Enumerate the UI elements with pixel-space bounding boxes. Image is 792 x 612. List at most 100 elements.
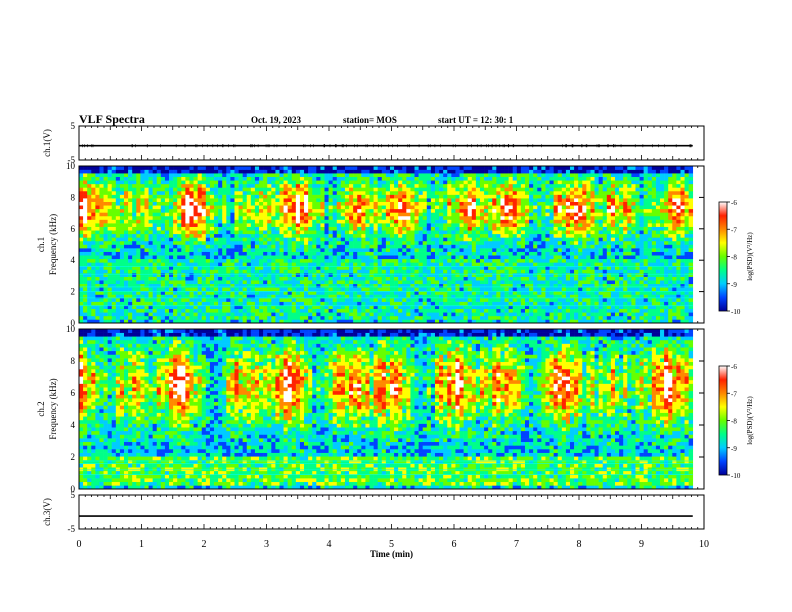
spectrogram-cell	[389, 301, 395, 306]
spectrogram-cell	[357, 233, 362, 238]
spectrogram-cell	[426, 166, 432, 170]
spectrogram-cell	[447, 233, 452, 238]
spectrogram-cell	[79, 248, 84, 252]
spectrogram-cell	[316, 273, 321, 277]
spectrogram-cell	[91, 183, 96, 188]
spectrogram-cell	[357, 173, 362, 178]
spectrogram-cell	[185, 166, 190, 170]
spectrogram-cell	[189, 219, 194, 224]
spectrogram-cell	[99, 183, 104, 188]
spectrogram-cell	[279, 305, 284, 310]
spectrogram-cell	[193, 315, 198, 320]
spectrogram-cell	[111, 269, 117, 274]
spectrogram-cell	[128, 219, 133, 224]
spectrogram-cell	[144, 183, 149, 188]
spectrogram-cell	[103, 248, 108, 252]
spectrogram-cell	[279, 198, 284, 202]
spectrogram-cell	[283, 233, 288, 238]
spectrogram-cell	[439, 301, 444, 306]
spectrogram-cell	[124, 187, 129, 192]
spectrogram-cell	[414, 201, 419, 206]
spectrogram-cell	[132, 212, 137, 217]
spectrogram-cell	[259, 194, 264, 199]
spectrogram-cell	[312, 262, 317, 267]
spectrogram-cell	[218, 312, 223, 317]
spectrogram-cell	[87, 194, 92, 199]
spectrogram-cell	[385, 258, 391, 263]
spectrogram-cell	[205, 169, 211, 174]
spectrogram-cell	[451, 205, 456, 210]
spectrogram-cell	[304, 287, 309, 292]
spectrogram-cell	[234, 319, 239, 324]
spectrogram-cell	[263, 169, 268, 174]
spectrogram-cell	[226, 208, 231, 213]
spectrogram-cell	[361, 183, 366, 188]
spectrogram-cell	[410, 194, 415, 199]
spectrogram-cell	[267, 287, 272, 292]
spectrogram-cell	[434, 308, 440, 313]
spectrogram-cell	[156, 212, 162, 217]
spectrogram-cell	[124, 190, 129, 195]
spectrogram-cell	[263, 262, 268, 267]
spectrogram-cell	[185, 319, 190, 324]
spectrogram-cell	[484, 244, 489, 249]
spectrogram-cell	[214, 219, 219, 224]
spectrogram-cell	[377, 219, 383, 224]
spectrogram-cell	[287, 198, 293, 202]
spectrogram-cell	[283, 219, 288, 224]
spectrogram-cell	[107, 244, 113, 249]
spectrogram-cell	[312, 169, 317, 174]
spectrogram-cell	[475, 287, 481, 292]
spectrogram-cell	[320, 201, 325, 206]
spectrogram-cell	[222, 169, 227, 174]
spectrogram-cell	[226, 294, 231, 299]
spectrogram-cell	[132, 251, 137, 256]
spectrogram-cell	[467, 315, 473, 320]
spectrogram-cell	[381, 233, 387, 238]
spectrogram-cell	[193, 201, 198, 206]
spectrogram-cell	[267, 173, 272, 178]
spectrogram-cell	[365, 283, 370, 288]
spectrogram-cell	[385, 251, 391, 256]
spectrogram-cell	[156, 169, 162, 174]
spectrogram-cell	[398, 212, 403, 217]
spectrogram-cell	[250, 176, 256, 181]
spectrogram-cell	[209, 280, 215, 285]
spectrogram-cell	[250, 287, 256, 292]
spectrogram-cell	[336, 283, 342, 288]
spectrogram-cell	[467, 308, 473, 313]
spectrogram-cell	[189, 240, 194, 245]
spectrogram-cell	[259, 308, 264, 313]
spectrogram-cell	[128, 244, 133, 249]
spectrogram-cell	[83, 237, 88, 242]
spectrogram-cell	[103, 223, 108, 227]
spectrogram-cell	[373, 283, 378, 288]
spectrogram-cell	[222, 298, 227, 302]
spectrogram-cell	[418, 315, 423, 320]
spectrogram-cell	[365, 262, 370, 267]
spectrogram-cell	[373, 201, 378, 206]
spectrogram-cell	[193, 233, 198, 238]
spectrogram-cell	[451, 308, 456, 313]
spectrogram-cell	[398, 208, 403, 213]
spectrogram-cell	[365, 265, 370, 270]
spectrogram-cell	[398, 262, 403, 267]
spectrogram-cell	[471, 258, 477, 263]
spectrogram-cell	[406, 287, 411, 292]
spectrogram-cell	[169, 223, 174, 227]
spectrogram-cell	[304, 298, 309, 302]
spectrogram-cell	[214, 255, 219, 260]
spectrogram-cell	[271, 319, 276, 324]
spectrogram-cell	[324, 226, 329, 231]
spectrogram-cell	[394, 223, 399, 227]
spectrogram-cell	[148, 251, 153, 256]
spectrogram-cell	[242, 194, 248, 199]
spectrogram-cell	[160, 190, 166, 195]
spectrogram-cell	[226, 205, 231, 210]
spectrogram-cell	[299, 315, 305, 320]
spectrogram-cell	[201, 319, 207, 324]
spectrogram-cell	[124, 273, 129, 277]
spectrogram-cell	[214, 308, 219, 313]
spectrogram-cell	[287, 319, 293, 324]
spectrogram-cell	[177, 180, 182, 185]
